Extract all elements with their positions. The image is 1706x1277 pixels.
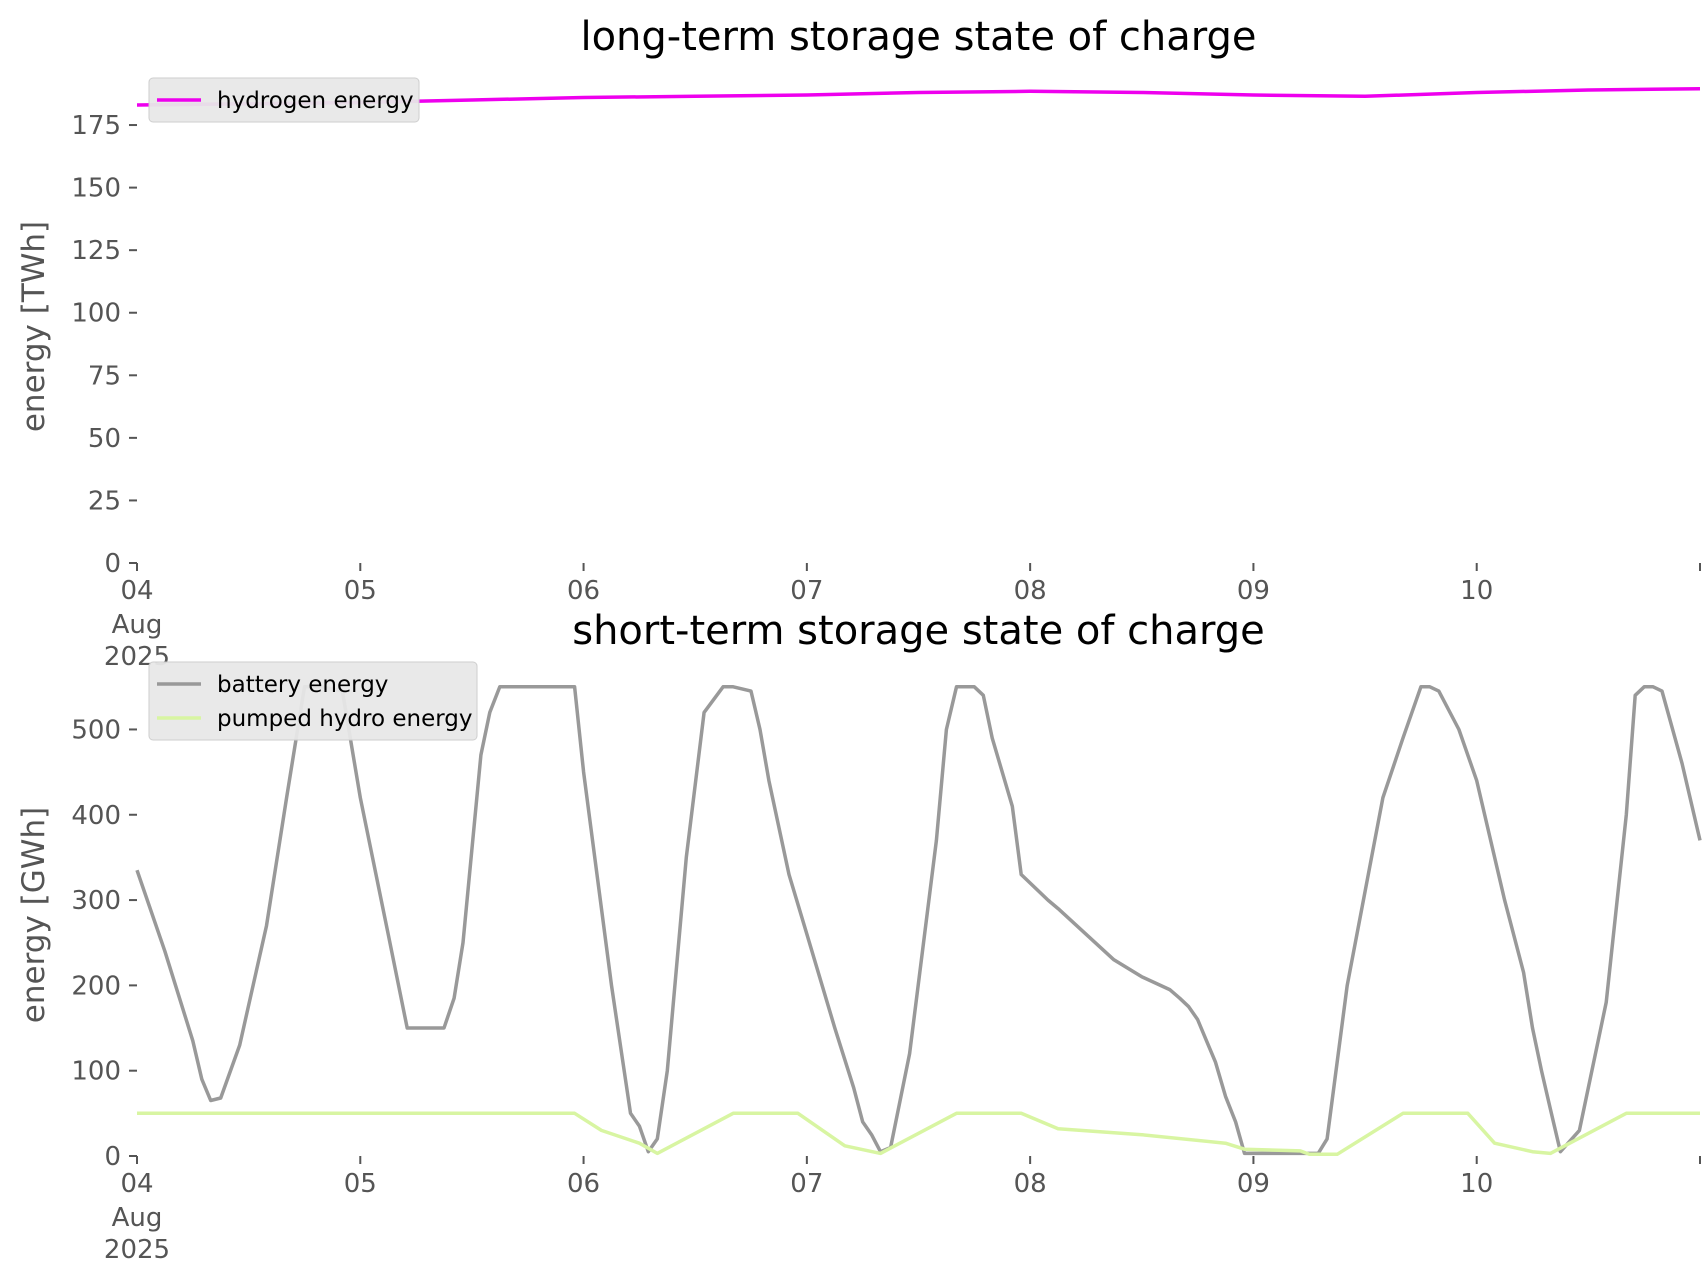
chart-title: short-term storage state of charge — [572, 608, 1265, 654]
x-tick-sublabel: Aug — [112, 610, 163, 640]
x-tick-label: 09 — [1237, 1169, 1270, 1199]
y-tick-label: 25 — [88, 486, 121, 516]
y-tick-label: 0 — [104, 549, 121, 579]
x-tick-label: 06 — [567, 576, 600, 606]
long-term-storage-panel: long-term storage state of charge energy … — [16, 14, 1701, 672]
x-tick-label: 07 — [790, 1169, 823, 1199]
x-tick-label: 05 — [344, 1169, 377, 1199]
y-tick-label: 500 — [71, 715, 121, 745]
chart-title: long-term storage state of charge — [580, 14, 1256, 60]
y-tick-label: 300 — [71, 886, 121, 916]
x-tick-label: 08 — [1014, 576, 1047, 606]
x-tick-label: 10 — [1460, 1169, 1493, 1199]
y-tick-label: 175 — [71, 111, 121, 141]
y-tick-label: 0 — [104, 1142, 121, 1172]
y-tick-label: 100 — [71, 1057, 121, 1087]
y-tick-label: 400 — [71, 801, 121, 831]
y-tick-label: 75 — [88, 361, 121, 391]
y-tick-label: 125 — [71, 236, 121, 266]
legend-box — [148, 661, 478, 741]
legend-entry: hydrogen energy — [217, 88, 414, 114]
legend-entry: battery energy — [217, 672, 388, 698]
y-tick-label: 150 — [71, 174, 121, 204]
x-tick-label: 04 — [120, 1169, 153, 1199]
y-tick-label: 100 — [71, 299, 121, 329]
x-tick-label: 06 — [567, 1169, 600, 1199]
x-tick-label: 09 — [1237, 576, 1270, 606]
y-tick-label: 50 — [88, 424, 121, 454]
series-line — [135, 685, 1702, 1156]
x-tick-label: 05 — [344, 576, 377, 606]
x-tick-label: 07 — [790, 576, 823, 606]
x-tick-label: 04 — [120, 576, 153, 606]
short-term-storage-panel: short-term storage state of charge energy… — [16, 608, 1702, 1265]
legend-box — [148, 77, 420, 123]
x-tick-sublabel: Aug — [112, 1203, 163, 1233]
legend-entry: pumped hydro energy — [217, 706, 473, 732]
series-line — [137, 1111, 1700, 1157]
x-tick-label: 08 — [1014, 1169, 1047, 1199]
y-axis-label: energy [TWh] — [16, 221, 52, 432]
y-tick-label: 200 — [71, 971, 121, 1001]
x-tick-label: 10 — [1460, 576, 1493, 606]
x-tick-sublabel: 2025 — [104, 1235, 170, 1265]
y-axis-label: energy [GWh] — [16, 807, 52, 1023]
